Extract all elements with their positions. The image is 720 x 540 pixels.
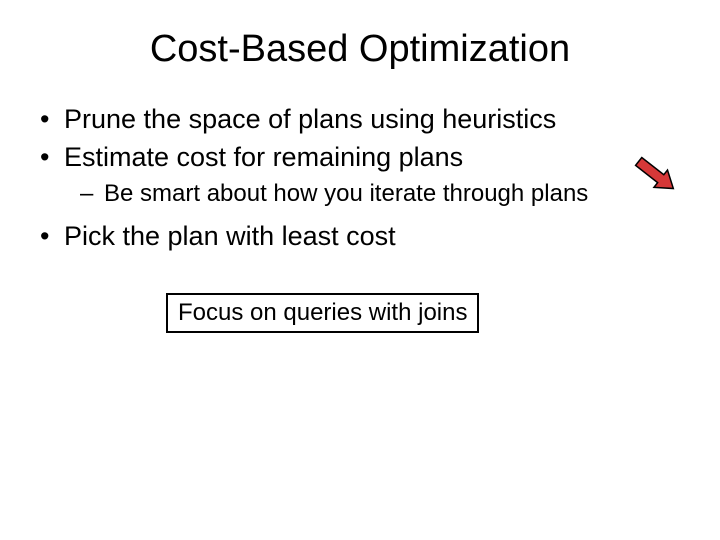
boxed-callout: Focus on queries with joins bbox=[166, 293, 479, 333]
arrow-shape bbox=[632, 153, 680, 197]
bullet-level1: Estimate cost for remaining plans bbox=[36, 139, 690, 175]
bullet-level1: Prune the space of plans using heuristic… bbox=[36, 101, 690, 137]
bullet-level1: Pick the plan with least cost bbox=[36, 218, 690, 254]
content-area: Prune the space of plans using heuristic… bbox=[0, 101, 720, 333]
bullet-level2: Be smart about how you iterate through p… bbox=[36, 178, 690, 210]
slide-title: Cost-Based Optimization bbox=[0, 0, 720, 101]
arrow-icon bbox=[626, 150, 686, 200]
